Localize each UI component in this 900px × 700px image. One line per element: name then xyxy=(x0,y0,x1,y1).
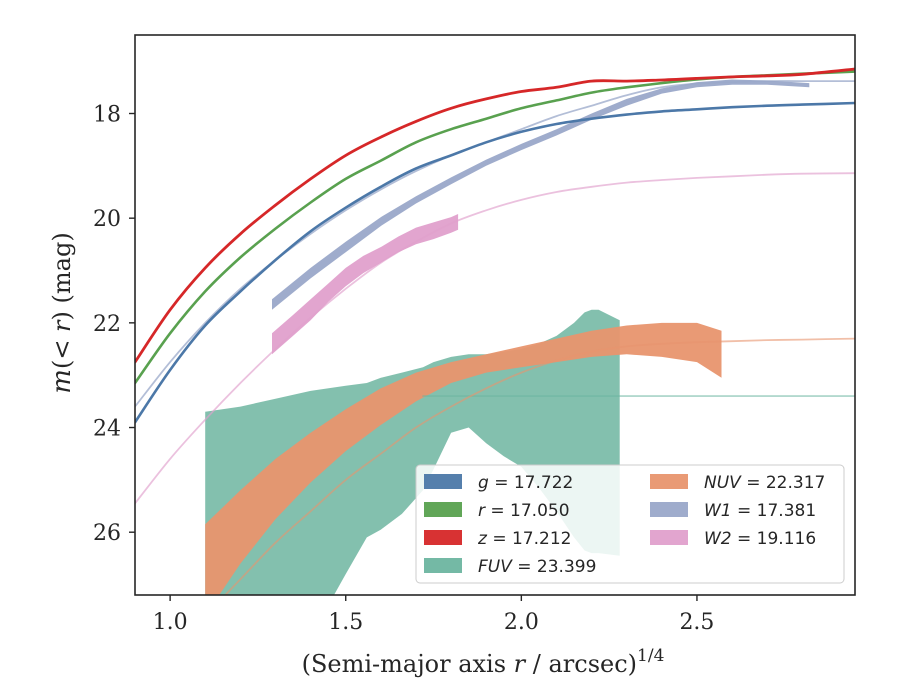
legend-label-z: z = 17.212 xyxy=(477,529,571,549)
x-tick-label: 2.0 xyxy=(504,610,539,635)
legend-label-r: r = 17.050 xyxy=(478,501,570,521)
y-tick-label: 26 xyxy=(93,521,121,546)
y-axis-ticks: 18 20 22 24 26 xyxy=(93,103,135,546)
g-curve xyxy=(135,101,855,424)
y-tick-label: 24 xyxy=(93,417,121,442)
fuv-band xyxy=(205,309,620,595)
nuv-band xyxy=(205,322,722,595)
legend-swatch-w1 xyxy=(650,502,688,517)
legend-label-g: g = 17.722 xyxy=(478,473,573,493)
y-axis-title: m(< r) (mag) xyxy=(47,232,77,393)
model-curves xyxy=(135,67,855,595)
w2-curve xyxy=(135,172,855,505)
legend-label-w1: W1 = 17.381 xyxy=(704,501,816,521)
x-tick-label: 1.0 xyxy=(153,610,188,635)
z-curve xyxy=(135,67,855,364)
x-tick-label: 1.5 xyxy=(328,610,363,635)
y-tick-label: 22 xyxy=(93,312,121,337)
legend-swatch-w2 xyxy=(650,530,688,545)
legend-swatch-z xyxy=(424,530,462,545)
legend-label-w2: W2 = 19.116 xyxy=(704,529,816,549)
legend-swatch-r xyxy=(424,502,462,517)
legend-swatch-fuv xyxy=(424,558,462,573)
legend-swatch-g xyxy=(424,474,462,489)
y-tick-label: 18 xyxy=(93,103,121,128)
legend-box xyxy=(415,464,845,584)
x-axis-title: (Semi-major axis r / arcsec)1/4 xyxy=(302,646,665,678)
nuv-curve xyxy=(224,337,855,595)
legend-swatch-nuv xyxy=(650,474,688,489)
plot-frame xyxy=(134,34,856,596)
x-axis-ticks: 1.0 1.5 2.0 2.5 xyxy=(153,595,714,635)
legend-label-fuv: FUV = 23.399 xyxy=(478,557,596,577)
legend: g = 17.722 r = 17.050 z = 17.212 FUV = 23.3… xyxy=(415,464,845,584)
legend-label-nuv: NUV = 22.317 xyxy=(704,473,825,493)
x-tick-label: 2.5 xyxy=(679,610,714,635)
y-tick-label: 20 xyxy=(93,207,121,232)
